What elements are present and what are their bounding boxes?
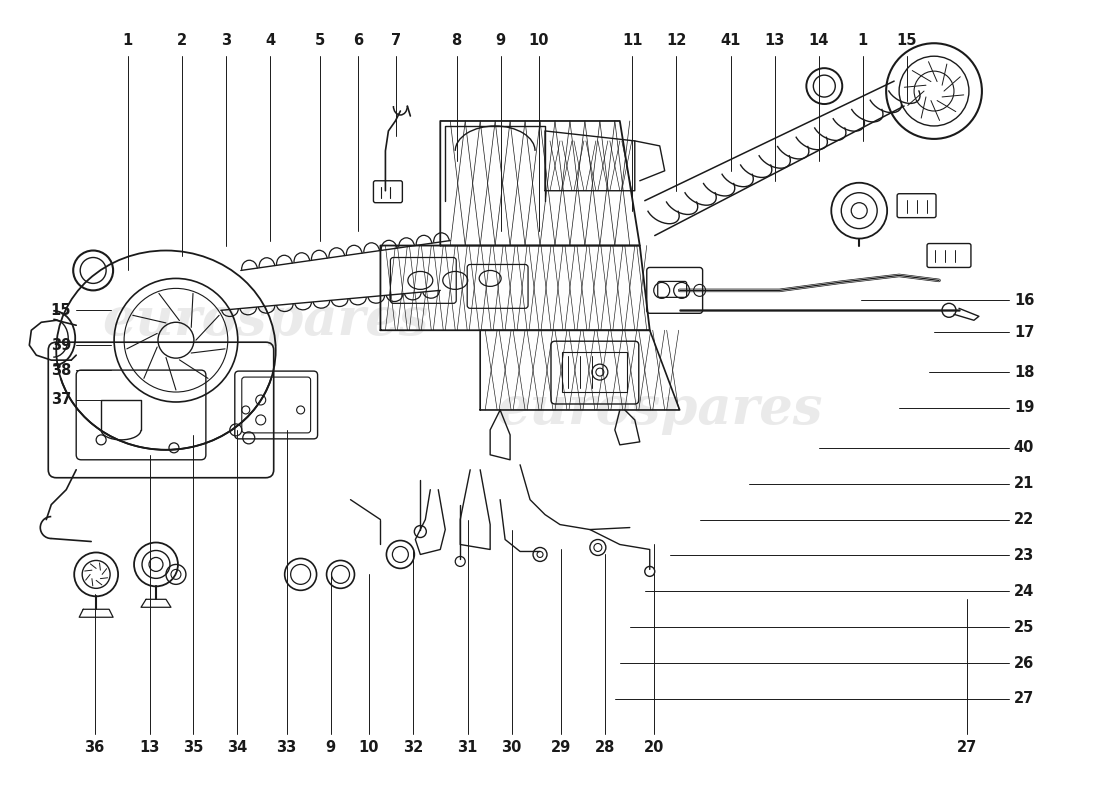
Text: 5: 5 <box>315 34 324 48</box>
Text: 19: 19 <box>1014 401 1034 415</box>
Text: 30: 30 <box>502 740 521 755</box>
Text: 15: 15 <box>896 34 916 48</box>
Text: 34: 34 <box>228 740 248 755</box>
Text: 21: 21 <box>1014 476 1034 491</box>
Text: 25: 25 <box>1014 620 1034 634</box>
Text: 16: 16 <box>1014 293 1034 308</box>
Text: 32: 32 <box>403 740 424 755</box>
Text: 12: 12 <box>666 34 686 48</box>
Text: 17: 17 <box>1014 325 1034 340</box>
Text: 11: 11 <box>621 34 642 48</box>
Text: 31: 31 <box>458 740 477 755</box>
Text: 13: 13 <box>140 740 159 755</box>
Text: 40: 40 <box>1014 440 1034 455</box>
Text: 3: 3 <box>221 34 231 48</box>
Text: 18: 18 <box>1014 365 1034 379</box>
Text: 10: 10 <box>529 34 549 48</box>
Text: 41: 41 <box>720 34 741 48</box>
Text: 22: 22 <box>1014 512 1034 527</box>
Text: 13: 13 <box>764 34 785 48</box>
Text: 8: 8 <box>452 34 462 48</box>
Text: 39: 39 <box>51 338 72 353</box>
Text: 36: 36 <box>85 740 104 755</box>
Text: 1: 1 <box>122 34 133 48</box>
Text: 4: 4 <box>265 34 275 48</box>
Text: 24: 24 <box>1014 584 1034 599</box>
Text: 35: 35 <box>184 740 204 755</box>
Text: 27: 27 <box>957 740 977 755</box>
Text: 20: 20 <box>644 740 664 755</box>
Text: 28: 28 <box>595 740 615 755</box>
Text: 10: 10 <box>359 740 380 755</box>
Text: 9: 9 <box>496 34 506 48</box>
Text: eurospares: eurospares <box>496 385 823 435</box>
Text: 33: 33 <box>276 740 297 755</box>
Text: 26: 26 <box>1014 655 1034 670</box>
Text: 38: 38 <box>51 362 72 378</box>
Text: eurospares: eurospares <box>102 294 429 346</box>
Text: 37: 37 <box>51 393 72 407</box>
Text: 27: 27 <box>1014 691 1034 706</box>
Text: 6: 6 <box>353 34 363 48</box>
Text: 7: 7 <box>392 34 402 48</box>
Bar <box>562 352 627 392</box>
Text: 1: 1 <box>858 34 868 48</box>
Text: 23: 23 <box>1014 548 1034 563</box>
Text: 29: 29 <box>551 740 571 755</box>
Text: 9: 9 <box>326 740 336 755</box>
Text: 14: 14 <box>808 34 829 48</box>
Text: 2: 2 <box>177 34 187 48</box>
Text: 15: 15 <box>51 303 72 318</box>
